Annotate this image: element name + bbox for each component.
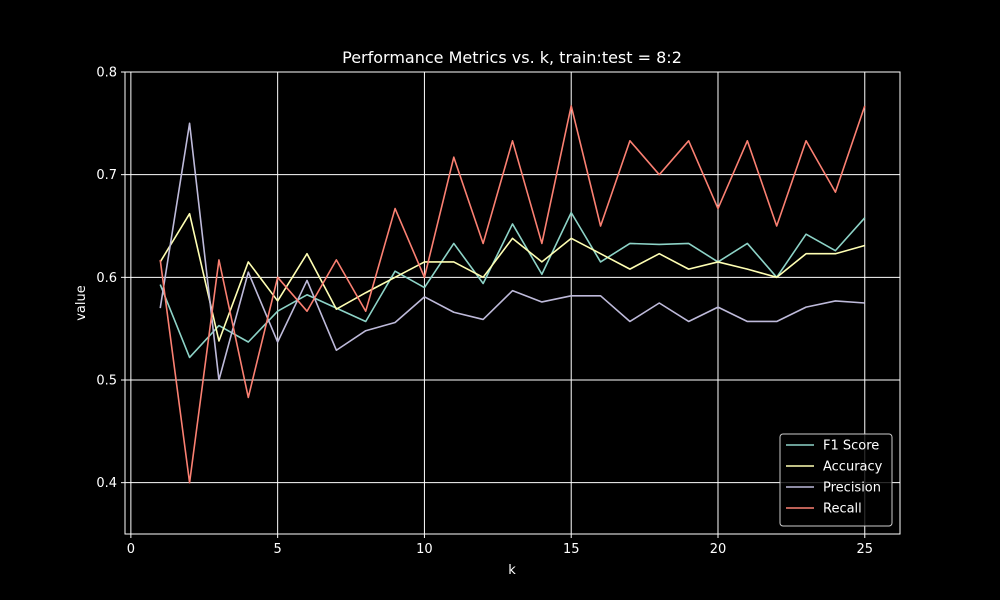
x-tick-label: 20 — [710, 542, 727, 557]
chart-title: Performance Metrics vs. k, train:test = … — [342, 48, 682, 67]
y-tick-label: 0.8 — [96, 66, 117, 81]
series-lines — [159, 105, 866, 484]
y-tick-label: 0.7 — [96, 168, 117, 183]
axis-ticks: 0 5 10 15 20 25 0.4 0.5 0.6 0.7 0.8 — [96, 66, 873, 558]
legend: F1 Score Accuracy Precision Recall — [779, 433, 893, 527]
series-line-recall — [159, 105, 866, 484]
legend-box — [779, 433, 893, 527]
legend-label-f1-score: F1 Score — [823, 439, 879, 454]
y-axis-label: value — [74, 285, 89, 321]
y-tick-label: 0.6 — [96, 271, 117, 286]
legend-label-accuracy: Accuracy — [823, 460, 883, 475]
x-tick-label: 0 — [127, 542, 135, 557]
y-tick-label: 0.5 — [96, 374, 117, 389]
x-axis-label: k — [508, 563, 516, 578]
plot-frame — [124, 71, 901, 535]
legend-label-recall: Recall — [823, 502, 862, 517]
x-tick-label: 15 — [563, 542, 580, 557]
x-tick-label: 10 — [416, 542, 433, 557]
series-line-accuracy — [159, 212, 865, 342]
x-tick-label: 5 — [274, 542, 282, 557]
legend-label-precision: Precision — [823, 481, 881, 496]
x-tick-label: 25 — [856, 542, 873, 557]
series-line-precision — [159, 122, 865, 381]
y-tick-label: 0.4 — [96, 476, 117, 491]
series-line-f1-score — [159, 211, 866, 359]
